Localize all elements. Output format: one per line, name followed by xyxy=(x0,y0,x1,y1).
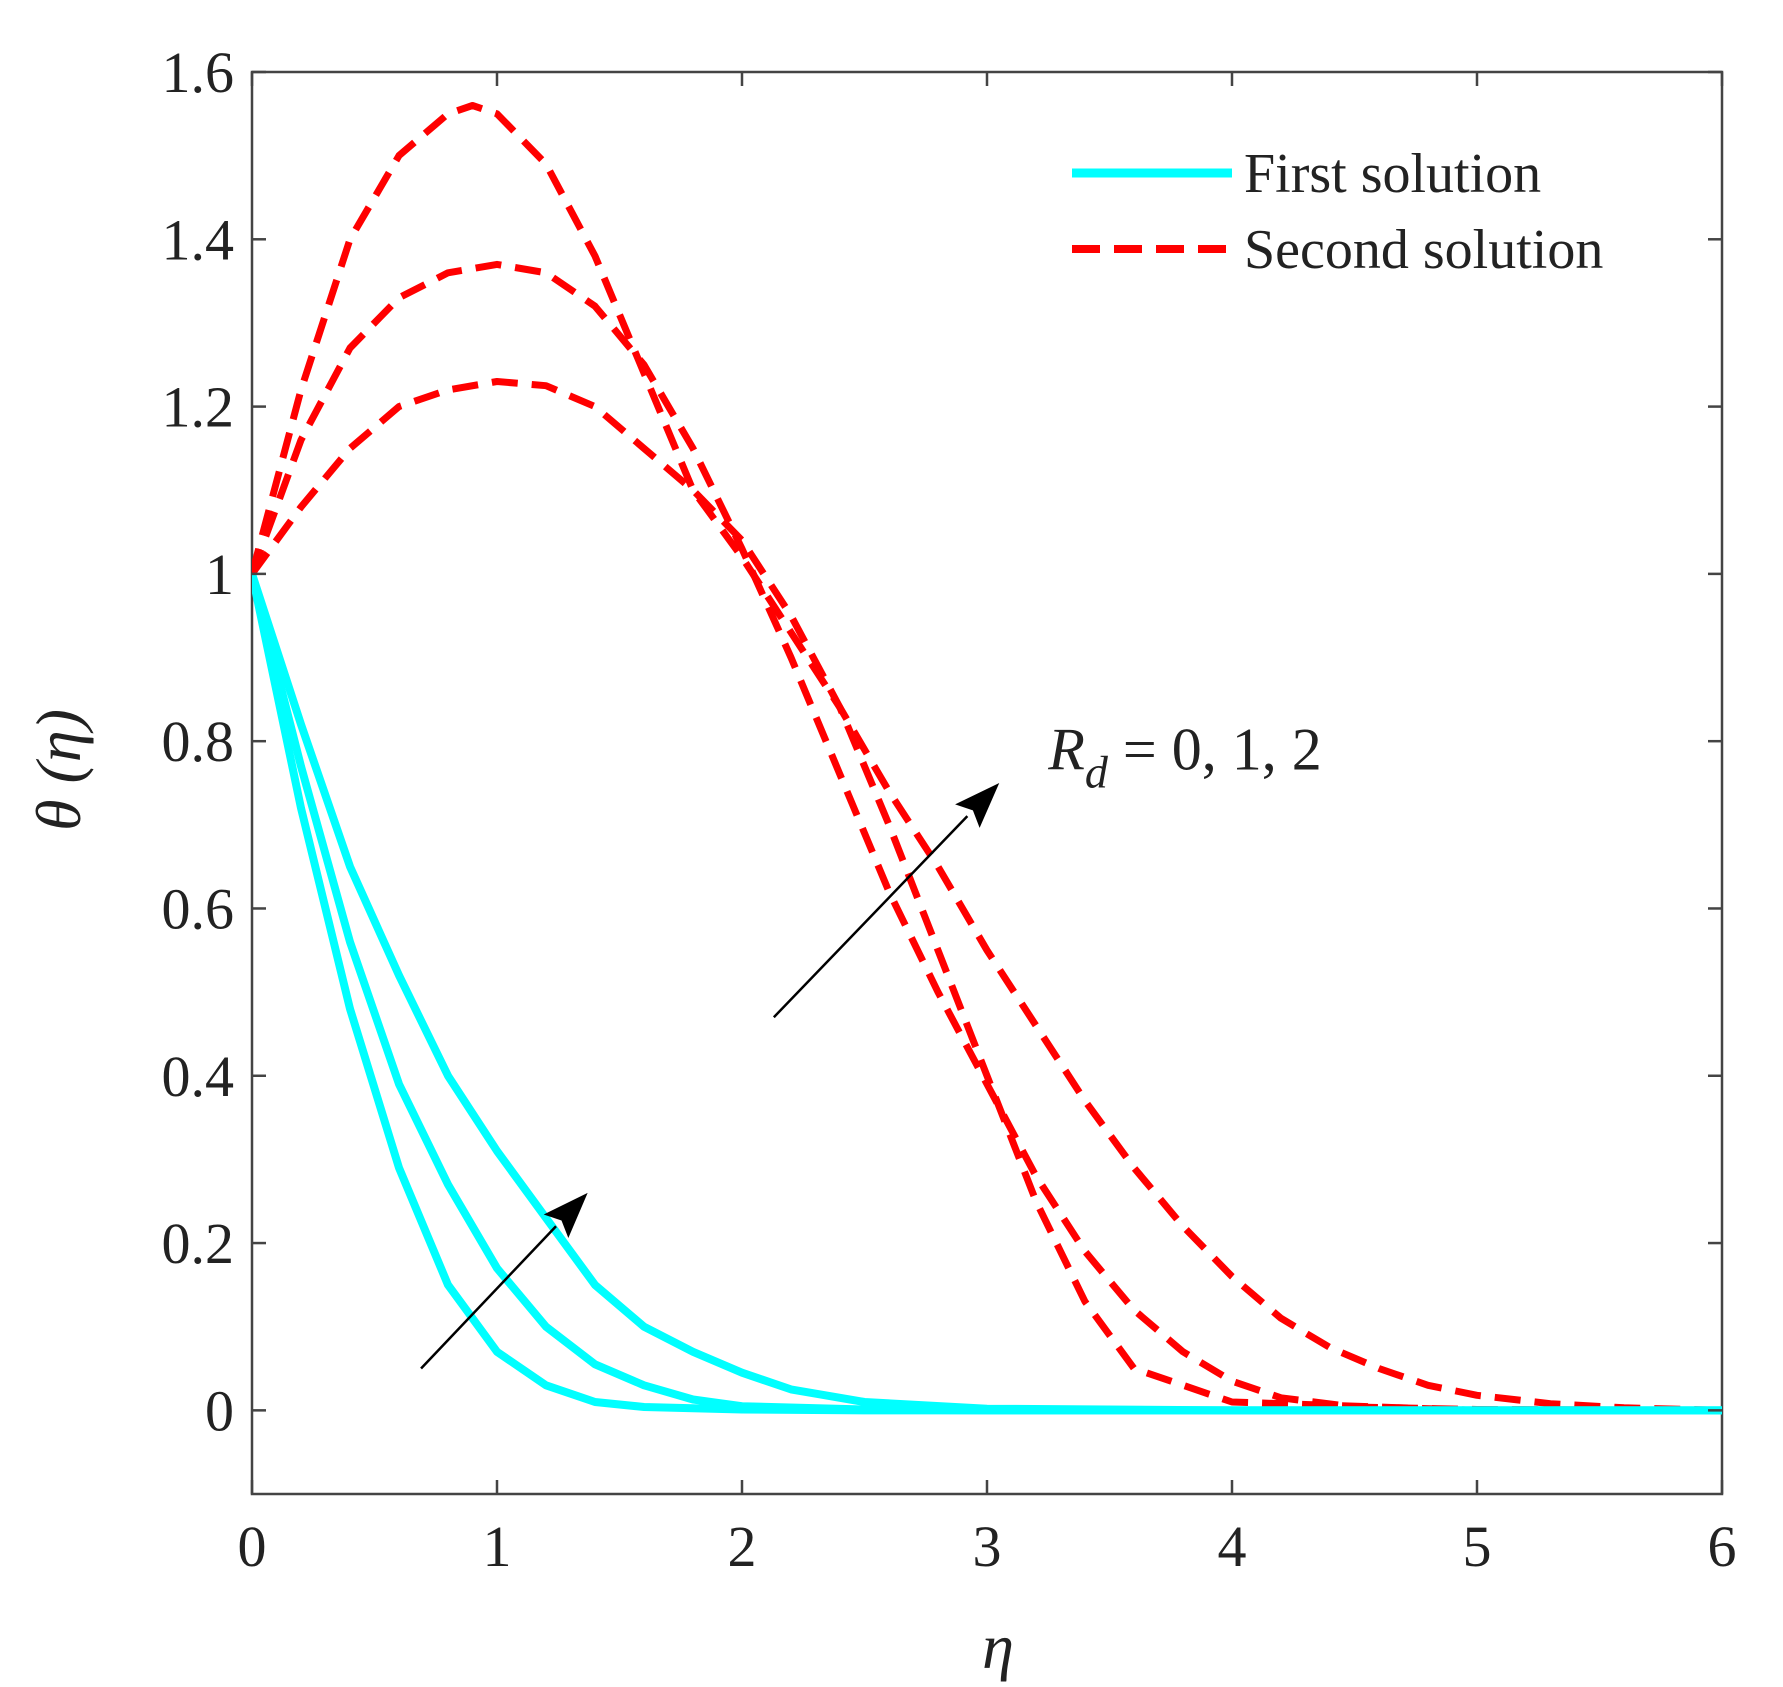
ticks-layer: 0 1 2 3 4 5 6 0 0.2 0.4 0.6 0.8 1 1.2 1.4 1.6 xyxy=(162,40,1737,1579)
first-solution-line-3 xyxy=(252,573,1722,1415)
plot-frame xyxy=(250,70,1724,1496)
rd-values: = 0, 1, 2 xyxy=(1108,717,1322,783)
rd-subscript: d xyxy=(1085,747,1109,798)
x-tick-label: 4 xyxy=(1218,1514,1247,1579)
legend-label-second-solution: Second solution xyxy=(1244,219,1603,281)
legend: First solution Second solution xyxy=(1072,143,1603,281)
second-solution-line-0 xyxy=(252,378,1722,1414)
arrow-layer xyxy=(420,783,1000,1370)
first-solution-line-5 xyxy=(252,572,1722,1415)
x-tick-label: 6 xyxy=(1708,1514,1737,1579)
x-tick-label: 2 xyxy=(728,1514,757,1579)
legend-label-first-solution: First solution xyxy=(1244,143,1541,205)
y-tick-label: 0.2 xyxy=(162,1211,235,1276)
y-tick-label: 0.4 xyxy=(162,1044,235,1109)
x-tick-label: 3 xyxy=(973,1514,1002,1579)
x-tick-label: 0 xyxy=(238,1514,267,1579)
arrow-head-1 xyxy=(955,783,1000,828)
x-axis-title: η xyxy=(982,1611,1014,1682)
rd-annotation: Rd = 0, 1, 2 xyxy=(1047,717,1322,798)
y-tick-label: 1 xyxy=(205,542,234,607)
rd-symbol: R xyxy=(1047,717,1085,783)
y-axis-title: θ (η) xyxy=(23,709,94,831)
y-tick-label: 0 xyxy=(205,1378,234,1443)
y-tick-label: 1.2 xyxy=(162,375,235,440)
x-tick-label: 5 xyxy=(1463,1514,1492,1579)
arrow-shaft-1 xyxy=(772,815,969,1019)
y-tick-label: 0.6 xyxy=(162,876,235,941)
arrow-shaft-0 xyxy=(420,1225,557,1370)
arrow-head-0 xyxy=(543,1192,588,1238)
first-solution-line-4 xyxy=(252,572,1722,1415)
y-tick-label: 0.8 xyxy=(162,709,235,774)
second-solution-line-2 xyxy=(252,102,1722,1414)
series-layer xyxy=(252,102,1722,1415)
y-tick-label: 1.4 xyxy=(162,207,235,272)
y-tick-label: 1.6 xyxy=(162,40,235,105)
plot-border xyxy=(250,70,1724,1496)
x-tick-label: 1 xyxy=(483,1514,512,1579)
second-solution-line-1 xyxy=(252,260,1722,1414)
